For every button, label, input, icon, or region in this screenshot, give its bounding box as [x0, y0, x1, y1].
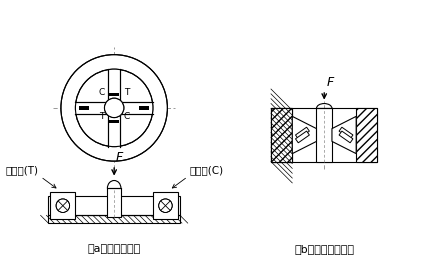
Bar	[270, 108, 292, 162]
Bar	[270, 108, 292, 162]
Bar	[109, 93, 119, 96]
Circle shape	[104, 98, 124, 117]
Bar	[108, 69, 120, 147]
Circle shape	[56, 199, 69, 212]
Bar	[270, 108, 292, 162]
Bar	[270, 108, 292, 162]
Circle shape	[75, 69, 152, 147]
Bar	[270, 108, 292, 162]
Text: T: T	[99, 112, 104, 122]
Text: C: C	[98, 88, 105, 97]
Bar	[270, 108, 292, 162]
Text: （b）辐条变形情况: （b）辐条变形情况	[293, 244, 353, 254]
Bar	[270, 108, 292, 162]
Polygon shape	[338, 127, 352, 139]
Text: 拉伸片(T): 拉伸片(T)	[6, 165, 39, 175]
Bar	[107, 188, 121, 217]
Text: F: F	[116, 151, 123, 164]
Polygon shape	[295, 127, 309, 139]
Bar	[270, 108, 292, 162]
Bar	[270, 108, 292, 162]
Text: 压缩片(C): 压缩片(C)	[189, 165, 223, 175]
Bar	[109, 120, 119, 123]
Bar	[270, 108, 292, 162]
Bar	[139, 106, 149, 110]
Text: （a）轮辐式结构: （a）轮辐式结构	[87, 244, 141, 254]
Text: T: T	[124, 88, 129, 97]
Circle shape	[61, 55, 167, 161]
Text: F: F	[326, 76, 332, 89]
Polygon shape	[292, 116, 316, 154]
Bar	[270, 108, 292, 162]
Bar	[48, 196, 180, 215]
Bar	[355, 108, 377, 162]
Bar	[50, 192, 75, 219]
Polygon shape	[331, 116, 355, 154]
Bar	[152, 192, 178, 219]
Text: C: C	[123, 112, 130, 122]
Bar	[75, 102, 152, 114]
Bar	[270, 108, 292, 162]
Bar	[270, 108, 292, 162]
Bar	[79, 106, 89, 110]
Bar	[270, 108, 292, 162]
Bar	[270, 108, 292, 162]
Circle shape	[104, 98, 124, 117]
Bar	[270, 108, 377, 162]
Bar	[48, 215, 180, 223]
Bar	[270, 108, 292, 162]
Bar	[270, 108, 292, 162]
Bar	[270, 108, 292, 162]
Polygon shape	[338, 131, 352, 143]
Bar	[316, 108, 331, 162]
Polygon shape	[295, 131, 309, 143]
Circle shape	[158, 199, 172, 212]
